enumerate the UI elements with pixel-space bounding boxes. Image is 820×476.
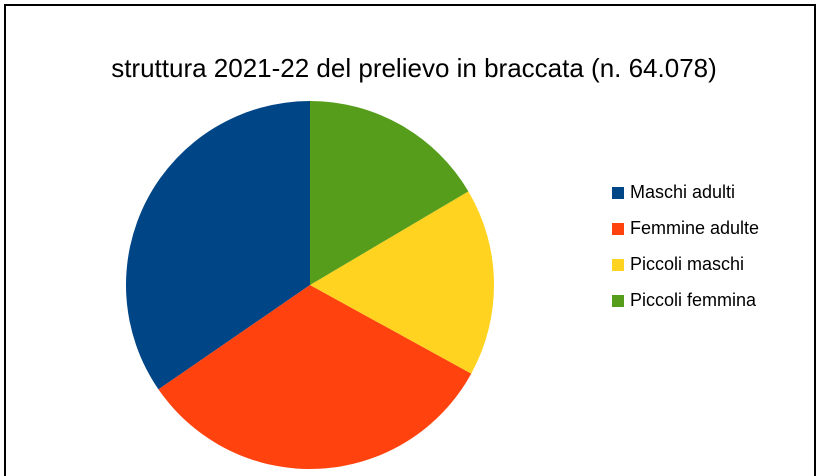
- legend-label: Piccoli maschi: [630, 254, 744, 274]
- legend-swatch: [612, 295, 624, 307]
- pie-slice: [126, 101, 310, 390]
- pie-slice: [158, 285, 472, 469]
- pie-slice: [310, 100, 469, 285]
- legend-label: Piccoli femmina: [630, 290, 757, 310]
- legend-label: Femmine adulte: [630, 218, 759, 238]
- legend-swatch: [612, 187, 624, 199]
- legend-swatch: [612, 259, 624, 271]
- chart-title: struttura 2021-22 del prelievo in bracca…: [111, 53, 717, 83]
- pie-slice: [310, 191, 494, 374]
- legend-swatch: [612, 223, 624, 235]
- legend-label: Maschi adulti: [630, 182, 735, 202]
